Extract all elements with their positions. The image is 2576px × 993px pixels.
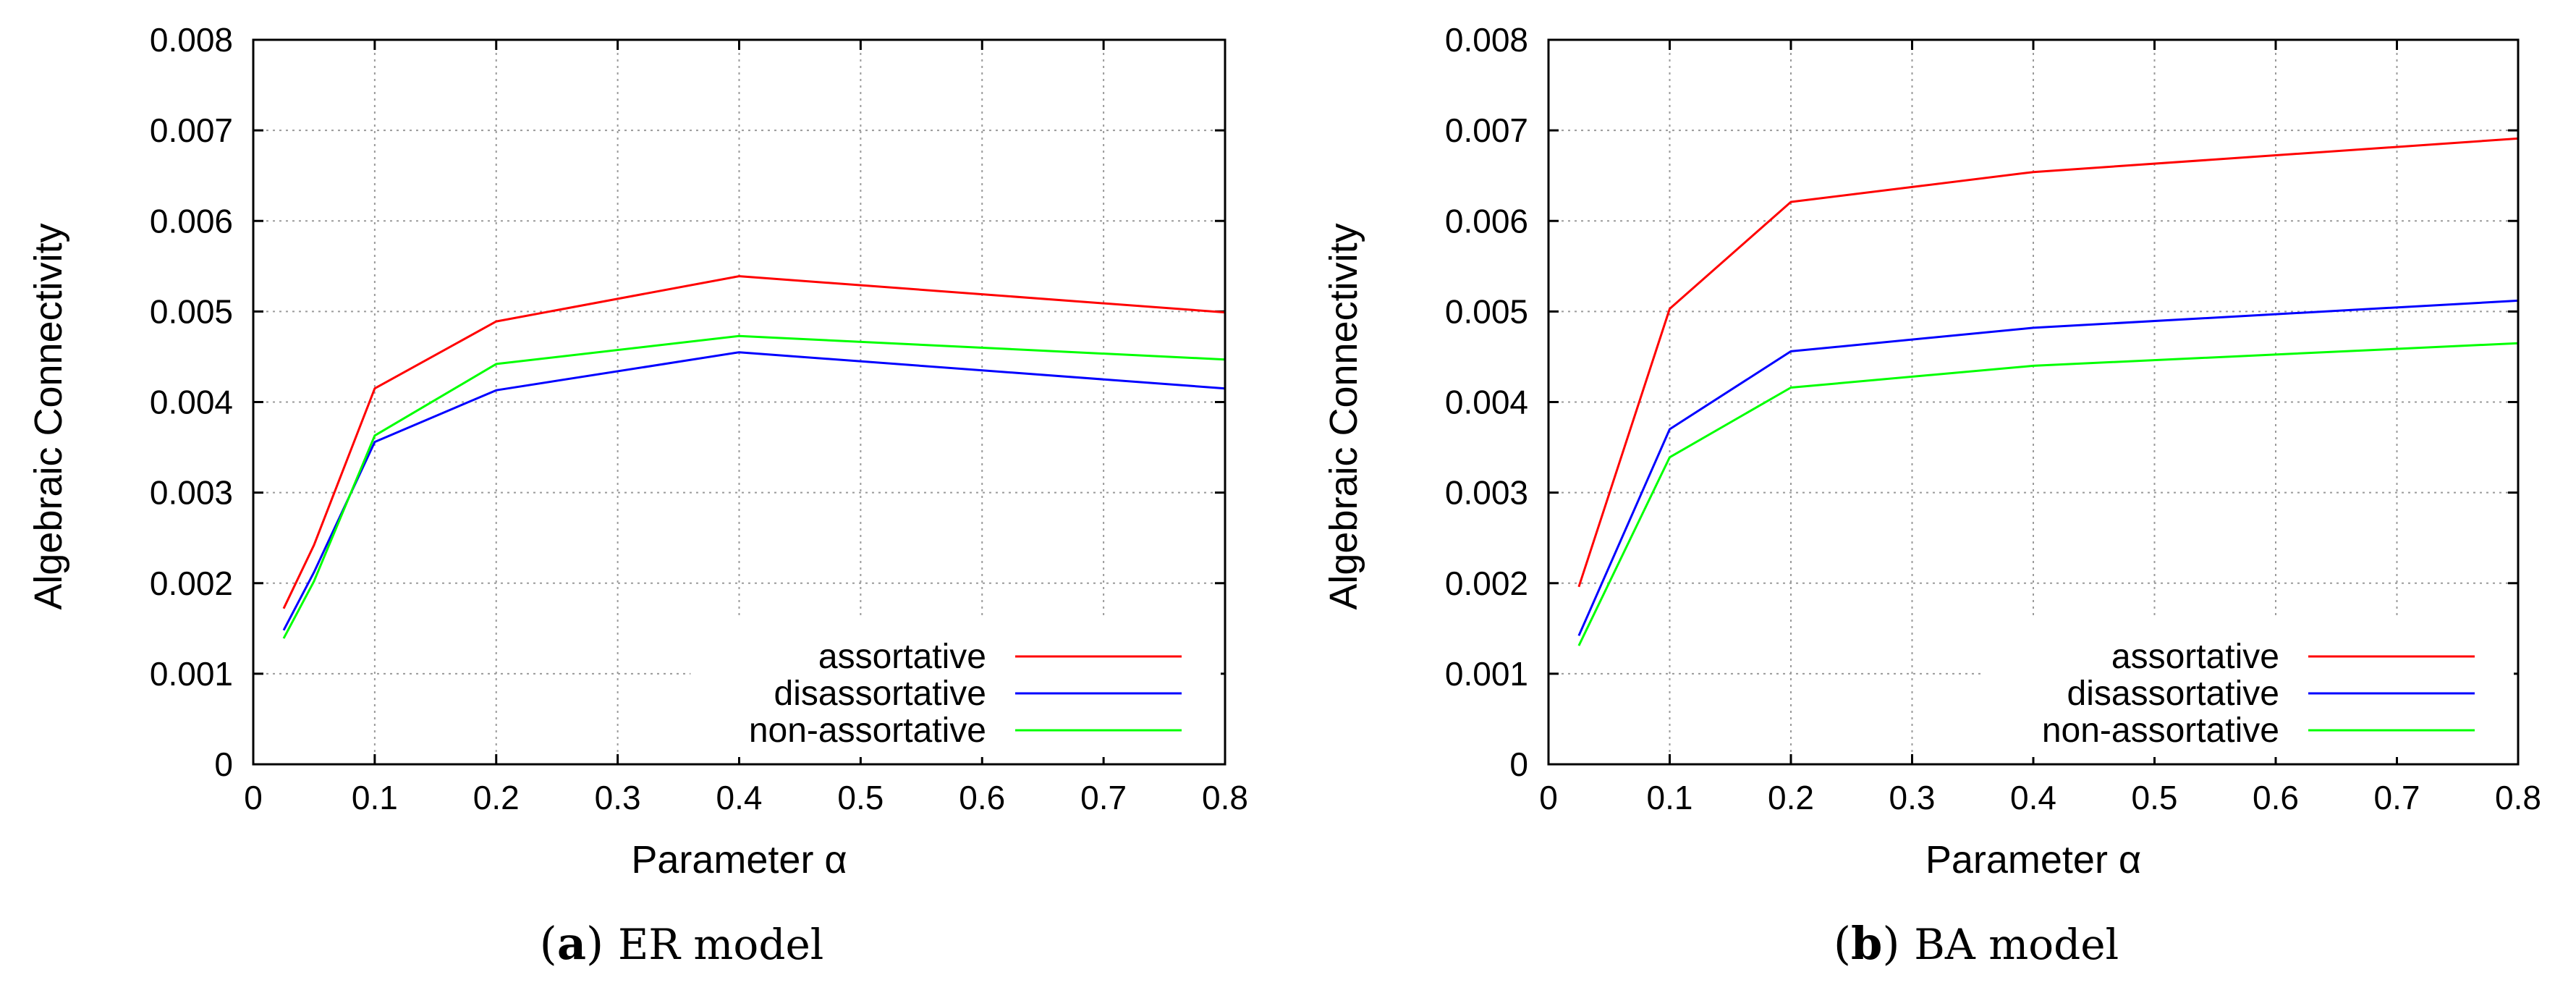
y-tick-label: 0.005: [1445, 292, 1528, 330]
x-tick-label: 0.7: [1080, 779, 1127, 816]
y-tick-label: 0.003: [150, 474, 233, 512]
series-line-assortative: [282, 275, 1226, 609]
y-tick-label: 0.008: [1445, 21, 1528, 59]
y-tick-label: 0.007: [1445, 111, 1528, 149]
y-tick-label: 0.004: [1445, 384, 1528, 421]
y-tick-label: 0.001: [150, 655, 233, 693]
legend-label-assortative: assortative: [818, 638, 986, 676]
y-axis-title: Algebraic Connectivity: [1322, 223, 1365, 609]
x-tick-label: 0.4: [2010, 779, 2056, 816]
x-tick-label: 0.1: [352, 779, 398, 816]
caption: (a) ER model: [540, 917, 824, 970]
x-tick-label: 0.5: [2132, 779, 2178, 816]
y-tick-label: 0.005: [150, 292, 233, 330]
series-line-disassortative: [1577, 299, 2519, 636]
legend-background: [1985, 620, 2514, 757]
x-tick-label: 0.7: [2374, 779, 2420, 816]
legend-label-assortative: assortative: [2111, 638, 2279, 676]
legend-background: [690, 620, 1221, 757]
y-tick-label: 0.002: [1445, 565, 1528, 602]
y-tick-label: 0.003: [1445, 474, 1528, 512]
series-line-non-assortative: [1577, 342, 2519, 646]
x-tick-label: 0.4: [716, 779, 763, 816]
x-tick-label: 0.8: [1202, 779, 1248, 816]
caption-close-paren: ): [1882, 917, 1914, 970]
x-tick-label: 0.3: [595, 779, 641, 816]
x-tick-label: 0.8: [2495, 779, 2541, 816]
x-axis-title: Parameter α: [1925, 838, 2141, 882]
y-tick-label: 0.006: [1445, 202, 1528, 240]
x-axis-title: Parameter α: [631, 838, 847, 882]
series-line-non-assortative: [282, 334, 1226, 639]
legend-label-disassortative: disassortative: [774, 675, 986, 713]
caption: (b) BA model: [1834, 917, 2119, 970]
caption-text: BA model: [1914, 920, 2119, 969]
series-line-disassortative: [282, 351, 1226, 631]
caption-close-paren: ): [586, 917, 618, 970]
caption-open-paren: (: [1834, 917, 1851, 970]
legend-label-disassortative: disassortative: [2067, 675, 2279, 713]
x-tick-label: 0.2: [473, 779, 520, 816]
y-tick-label: 0.001: [1445, 655, 1528, 693]
y-tick-label: 0.004: [150, 384, 233, 421]
plot-frame: [252, 38, 1226, 766]
legend-label-non-assortative: non-assortative: [749, 711, 986, 750]
x-tick-label: 0.2: [1768, 779, 1814, 816]
x-tick-label: 0: [244, 779, 263, 816]
caption-text: ER model: [618, 920, 823, 969]
caption-label: b: [1851, 917, 1882, 970]
plot-frame: [1547, 38, 2520, 766]
x-tick-label: 0.6: [959, 779, 1005, 816]
x-tick-label: 0: [1539, 779, 1558, 816]
x-tick-label: 0.3: [1889, 779, 1936, 816]
caption-label: a: [557, 917, 586, 970]
y-tick-label: 0.008: [150, 21, 233, 59]
caption-open-paren: (: [540, 917, 557, 970]
series-line-assortative: [1577, 137, 2519, 588]
x-tick-label: 0.1: [1647, 779, 1693, 816]
x-tick-label: 0.5: [837, 779, 884, 816]
chart-panel-a: 0 0.1 0.2 0.3 0.4 0.5 0.6 0.7 0.8 0 0.001 0.002 0.00…: [27, 21, 1248, 970]
y-tick-label: 0.006: [150, 202, 233, 240]
chart-panel-b: 0 0.1 0.2 0.3 0.4 0.5 0.6 0.7 0.8 0 0.001 0.002 0.00…: [1322, 21, 2541, 970]
y-tick-label: 0.002: [150, 565, 233, 602]
legend-label-non-assortative: non-assortative: [2042, 711, 2279, 750]
y-tick-label: 0.007: [150, 111, 233, 149]
y-tick-label: 0: [214, 745, 233, 783]
x-tick-label: 0.6: [2253, 779, 2299, 816]
y-tick-label: 0: [1509, 745, 1528, 783]
y-axis-title: Algebraic Connectivity: [27, 223, 70, 609]
